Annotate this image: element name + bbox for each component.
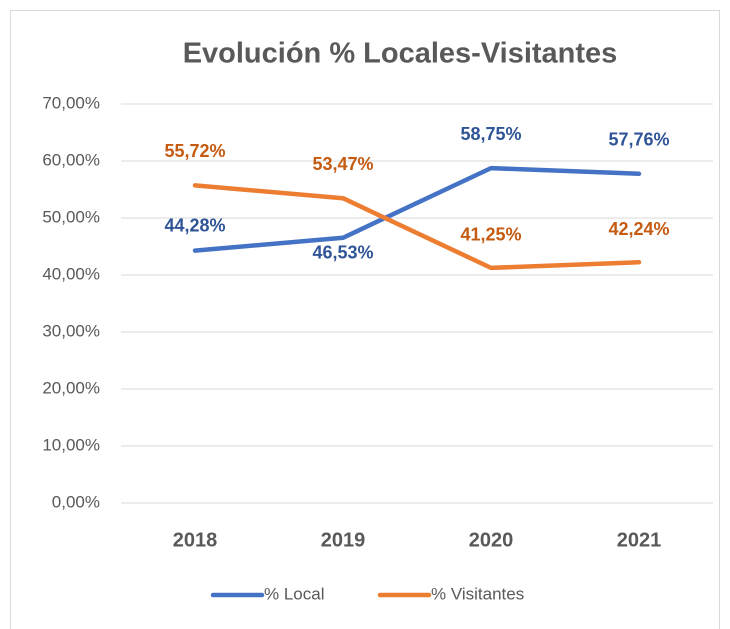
data-label: 57,76% xyxy=(608,130,669,150)
series-line xyxy=(192,183,642,271)
y-tick-label: 20,00% xyxy=(42,378,100,397)
y-tick-label: 60,00% xyxy=(42,150,100,169)
data-label: 44,28% xyxy=(164,215,225,235)
legend-label: % Local xyxy=(264,584,324,603)
x-tick-label: 2020 xyxy=(469,529,514,551)
data-label: 42,24% xyxy=(608,219,669,239)
y-tick-label: 10,00% xyxy=(42,435,100,454)
y-tick-label: 70,00% xyxy=(42,93,100,112)
data-label: 41,25% xyxy=(460,225,521,245)
chart-border xyxy=(10,10,720,629)
y-tick-label: 40,00% xyxy=(42,264,100,283)
y-tick-label: 30,00% xyxy=(42,321,100,340)
data-label: 55,72% xyxy=(164,141,225,161)
legend-label: % Visitantes xyxy=(431,584,524,603)
x-tick-label: 2019 xyxy=(321,529,366,551)
x-tick-label: 2018 xyxy=(173,529,218,551)
y-tick-label: 50,00% xyxy=(42,207,100,226)
data-label: 58,75% xyxy=(460,124,521,144)
y-tick-label: 0,00% xyxy=(52,492,100,511)
data-label: 53,47% xyxy=(312,154,373,174)
series-line xyxy=(192,165,642,253)
chart-title: Evolución % Locales-Visitantes xyxy=(183,38,618,70)
data-label: 46,53% xyxy=(312,243,373,263)
x-tick-label: 2021 xyxy=(617,529,662,551)
